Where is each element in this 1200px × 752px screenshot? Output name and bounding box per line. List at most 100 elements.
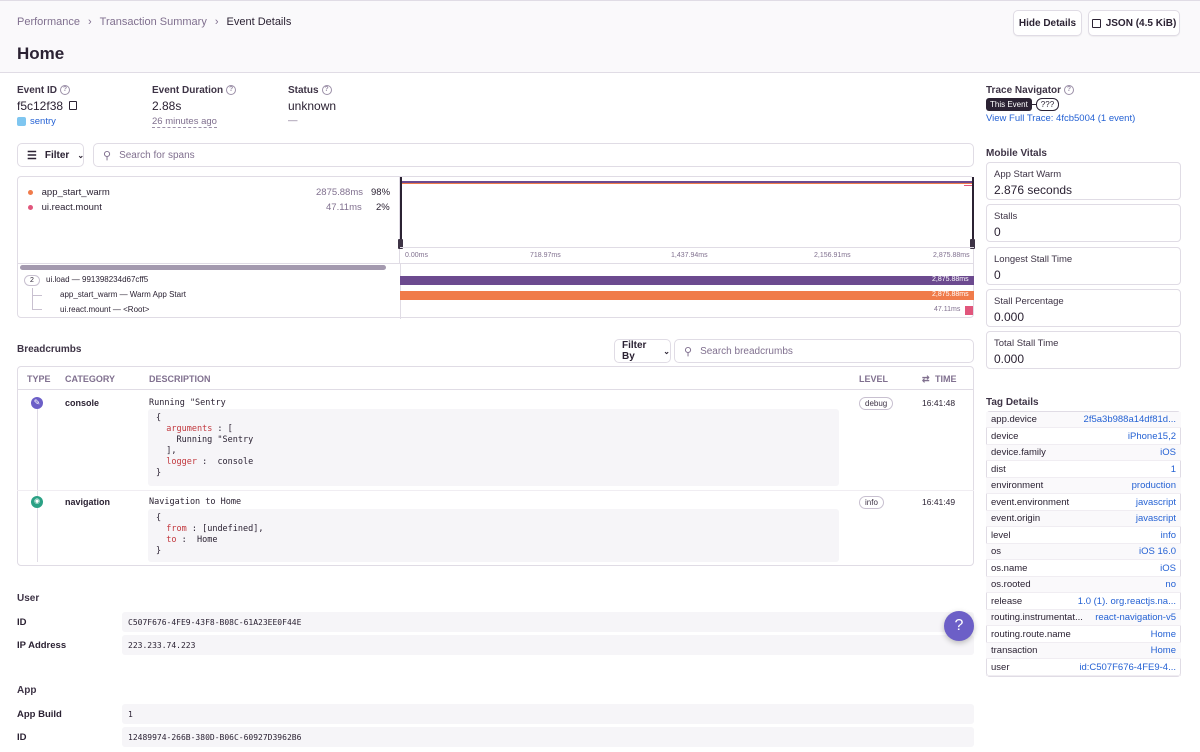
breadcrumb-data: { from : [undefined], to : Home } [148, 509, 839, 562]
tag-row[interactable]: event.origin javascript [986, 511, 1181, 527]
tick-label: 1,437.94ms [671, 252, 708, 259]
op-row: ui.react.mount 47.11ms 2% [28, 202, 390, 213]
tag-value-link[interactable]: Home [1150, 628, 1176, 640]
help-icon[interactable]: ? [226, 85, 237, 96]
tag-row[interactable]: transaction Home [986, 643, 1181, 659]
tick-label: 0.00ms [405, 252, 428, 259]
app-section-title: App [17, 685, 37, 696]
tag-value-link[interactable]: iOS [1160, 447, 1176, 458]
wrench-icon: ✎ [31, 397, 43, 409]
tag-row[interactable]: event.environment javascript [986, 495, 1181, 511]
search-icon: ⚲ [103, 149, 112, 162]
minimap-handle-right[interactable] [972, 177, 974, 247]
tag-row[interactable]: device.family iOS [986, 445, 1181, 461]
tag-row[interactable]: environment production [986, 478, 1181, 494]
span-children-count[interactable]: 2 [24, 275, 40, 286]
span-row[interactable]: 2 ui.load — 991398234d67cff5 2,875.88ms [18, 273, 974, 288]
tag-value-link[interactable]: iPhone15,2 [1127, 430, 1176, 442]
tag-value-link[interactable]: info [1160, 529, 1176, 541]
json-button[interactable]: JSON (4.5 KiB) [1088, 10, 1180, 36]
event-id: f5c12f38 [17, 99, 78, 113]
tag-key: event.origin [991, 513, 1041, 524]
minimap[interactable] [398, 177, 975, 249]
help-icon[interactable]: ? [321, 85, 332, 96]
tag-row[interactable]: os iOS 16.0 [986, 544, 1181, 560]
tag-value-link[interactable]: javascript [1135, 513, 1176, 524]
tag-value-link[interactable]: production [1131, 480, 1176, 491]
minimap-bar [964, 185, 973, 186]
tag-row[interactable]: os.name iOS [986, 561, 1181, 577]
help-icon[interactable]: ? [60, 85, 71, 96]
tag-value-link[interactable]: no [1165, 579, 1176, 590]
tag-row[interactable]: user id:C507F676-4FE9-4... [986, 660, 1181, 676]
tag-value-link[interactable]: id:C507F676-4FE9-4... [1079, 661, 1176, 673]
tag-value-link[interactable]: 1.0 (1). org.reactjs.na... [1077, 595, 1176, 607]
span-row[interactable]: ui.react.mount — <Root> 47.11ms [18, 295, 974, 318]
tag-key: transaction [991, 645, 1038, 656]
tag-key: event.environment [991, 496, 1070, 508]
event-duration-label: Event Duration? [152, 85, 237, 96]
status-label: Status? [288, 85, 332, 96]
tag-row[interactable]: app.device 2f5a3b988a14df81d... [986, 412, 1181, 428]
filter-by-dropdown[interactable]: Filter By ⌄ [614, 339, 671, 363]
span-waterfall: app_start_warm 2875.88ms 98% ui.react.mo… [17, 176, 975, 319]
level-badge: info [859, 496, 884, 509]
tick-label: 718.97ms [530, 252, 561, 259]
timeline-axis: 0.00ms 718.97ms 1,437.94ms 2,156.91ms 2,… [400, 247, 974, 263]
tag-value-link[interactable]: 1 [1170, 463, 1176, 475]
tag-key: routing.instrumentat... [991, 612, 1083, 623]
tag-details-title: Tag Details [986, 397, 1039, 408]
help-button[interactable]: ? [944, 611, 974, 641]
search-icon: ⚲ [684, 345, 693, 358]
filter-button[interactable]: ☰ Filter ⌄ [17, 143, 84, 167]
span-row[interactable]: app_start_warm — Warm App Start 2,875.88… [18, 288, 974, 303]
tag-row[interactable]: routing.route.name Home [986, 627, 1181, 643]
tag-row[interactable]: level info [986, 528, 1181, 544]
minimap-handle-left[interactable] [400, 177, 402, 247]
tag-row[interactable]: release 1.0 (1). org.reactjs.na... [986, 594, 1181, 610]
this-event-node[interactable]: This Event [986, 98, 1032, 111]
tag-value-link[interactable]: react-navigation-v5 [1095, 612, 1176, 623]
tag-value-link[interactable]: iOS 16.0 [1139, 546, 1176, 557]
location-pin-icon: ◉ [31, 496, 43, 508]
breadcrumb-event-details: Event Details [226, 16, 292, 28]
status-value: unknown [288, 99, 337, 113]
tag-row[interactable]: os.rooted no [986, 577, 1181, 593]
breadcrumb-search-input[interactable]: ⚲ Search breadcrumbs [674, 339, 974, 363]
tag-value-link[interactable]: javascript [1135, 496, 1176, 508]
horizontal-scrollbar[interactable] [20, 265, 386, 270]
copy-icon[interactable] [69, 101, 78, 110]
event-duration: 2.88s [152, 99, 182, 113]
hide-details-button[interactable]: Hide Details [1013, 10, 1082, 36]
project-badge[interactable]: sentry [17, 116, 56, 127]
breadcrumbs-header: TYPE CATEGORY DESCRIPTION LEVEL ⇄ TIME [17, 366, 974, 390]
breadcrumb-transaction-summary[interactable]: Transaction Summary [99, 16, 207, 28]
drag-handle-icon[interactable] [398, 239, 403, 249]
tag-key: device [991, 430, 1019, 442]
tag-value-link[interactable]: 2f5a3b988a14df81d... [1083, 414, 1176, 425]
tag-key: user [991, 661, 1010, 673]
span-bar [400, 291, 974, 300]
sort-time-icon[interactable]: ⇄ [922, 374, 930, 384]
drag-handle-icon[interactable] [970, 239, 975, 249]
span-search-input[interactable]: ⚲ Search for spans [93, 143, 974, 167]
tag-row[interactable]: device iPhone15,2 [986, 429, 1181, 445]
breadcrumb-performance[interactable]: Performance [17, 16, 80, 28]
tag-value-link[interactable]: iOS [1160, 562, 1176, 574]
page-header: Performance › Transaction Summary › Even… [0, 0, 1200, 73]
view-full-trace-link[interactable]: View Full Trace: 4fcb5004 (1 event) [986, 113, 1136, 124]
tag-key: routing.route.name [991, 628, 1071, 640]
tag-key: level [991, 529, 1011, 541]
unknown-node[interactable]: ??? [1035, 98, 1060, 111]
trace-navigator-title: Trace Navigator? [986, 85, 1075, 96]
tick-label: 2,156.91ms [814, 252, 851, 259]
tag-row[interactable]: dist 1 [986, 462, 1181, 478]
external-link-icon [1091, 18, 1101, 28]
help-icon[interactable]: ? [1064, 85, 1075, 96]
op-row: app_start_warm 2875.88ms 98% [28, 187, 390, 198]
tag-key: os.name [991, 562, 1028, 574]
ops-breakdown: app_start_warm 2875.88ms 98% ui.react.mo… [18, 177, 400, 263]
tag-value-link[interactable]: Home [1150, 645, 1176, 656]
user-section-title: User [17, 593, 40, 604]
tag-row[interactable]: routing.instrumentat... react-navigation-… [986, 610, 1181, 626]
